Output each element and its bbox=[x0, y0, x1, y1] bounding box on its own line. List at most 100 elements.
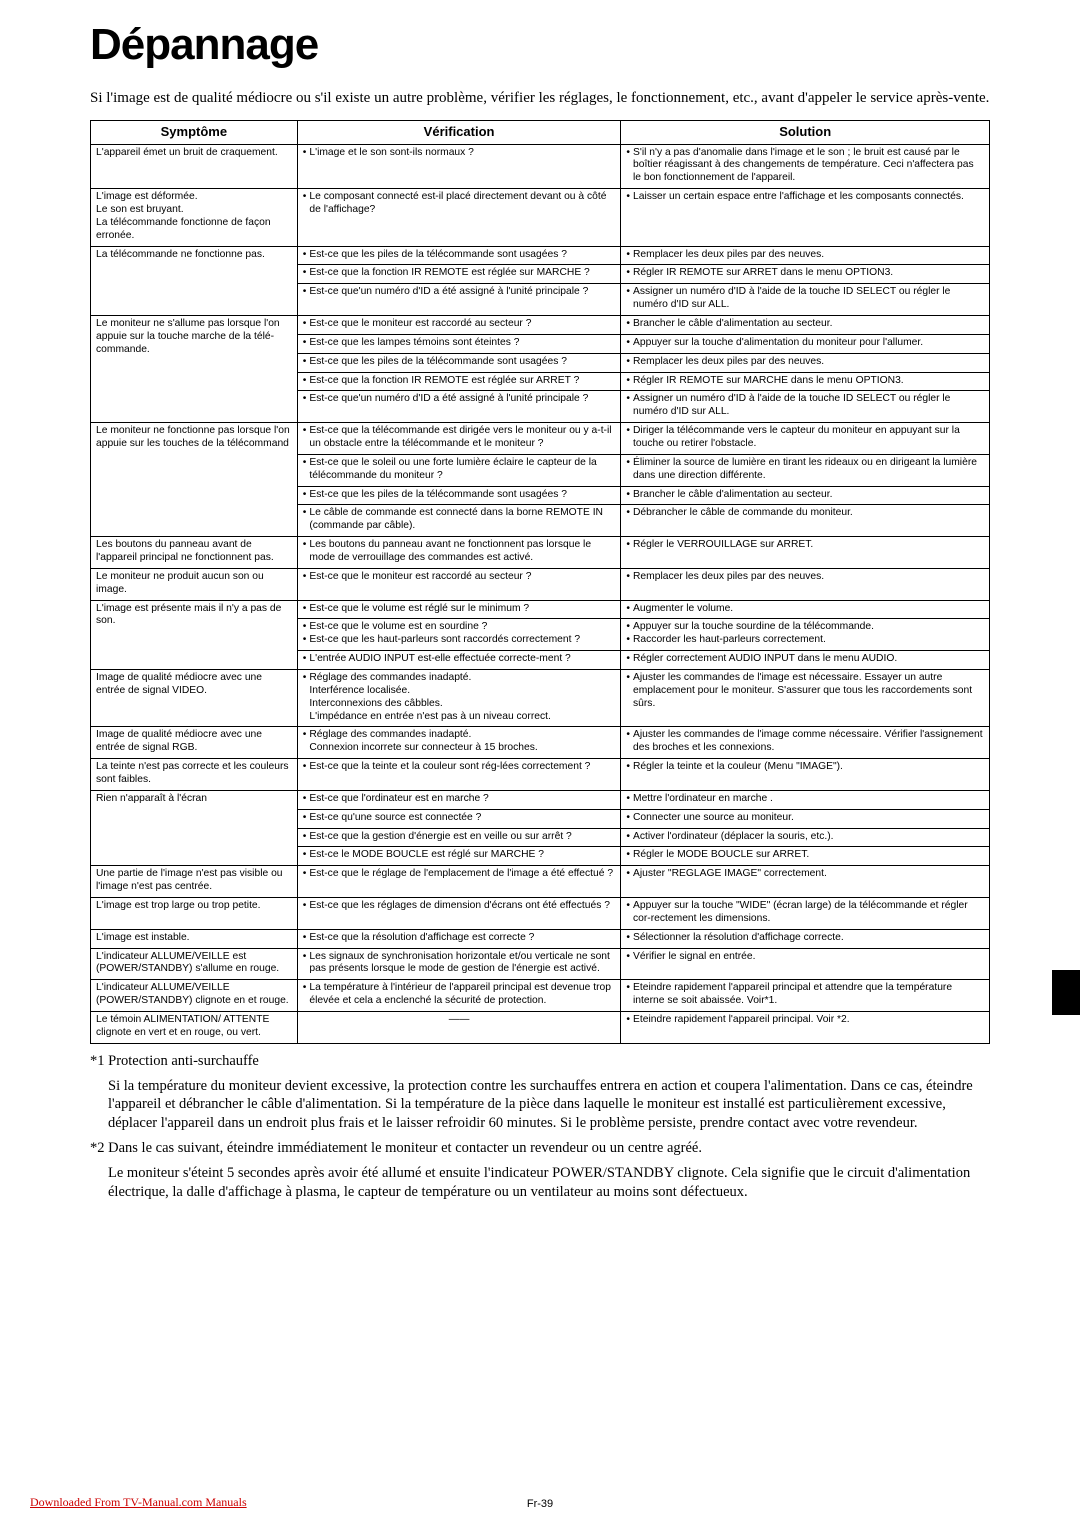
cell-verification: •Est-ce que la fonction IR REMOTE est ré… bbox=[297, 372, 621, 391]
footnote-body: Si la température du moniteur devient ex… bbox=[90, 1077, 990, 1134]
cell-solution: •Assigner un numéro d'ID à l'aide de la … bbox=[621, 391, 990, 423]
cell-symptom: L'image est présente mais il n'y a pas d… bbox=[91, 600, 298, 669]
table-row: La télécommande ne fonctionne pas.•Est-c… bbox=[91, 246, 990, 265]
cell-solution: •Vérifier le signal en entrée. bbox=[621, 948, 990, 980]
cell-solution: •Régler IR REMOTE sur MARCHE dans le men… bbox=[621, 372, 990, 391]
cell-solution: •Diriger la télécommande vers le capteur… bbox=[621, 423, 990, 455]
cell-symptom: Les boutons du panneau avant de l'appare… bbox=[91, 537, 298, 569]
cell-verification: —— bbox=[297, 1012, 621, 1044]
cell-verification: •Est-ce que les lampes témoins sont étei… bbox=[297, 334, 621, 353]
cell-verification: •Est-ce que les piles de la télécommande… bbox=[297, 486, 621, 505]
table-row: Image de qualité médiocre avec une entré… bbox=[91, 670, 990, 727]
footnote-head: *1 Protection anti-surchauffe bbox=[90, 1052, 990, 1071]
footnote-head: *2 Dans le cas suivant, éteindre immédia… bbox=[90, 1139, 990, 1158]
cell-solution: •Remplacer les deux piles par des neuves… bbox=[621, 246, 990, 265]
cell-verification: •Est-ce que le volume est en sourdine ?•… bbox=[297, 619, 621, 651]
cell-solution: •Activer l'ordinateur (déplacer la souri… bbox=[621, 828, 990, 847]
cell-solution: •Débrancher le câble de commande du moni… bbox=[621, 505, 990, 537]
table-row: L'image est instable.•Est-ce que la réso… bbox=[91, 929, 990, 948]
table-row: Le témoin ALIMENTATION/ ATTENTE clignote… bbox=[91, 1012, 990, 1044]
cell-verification: •Est-ce que le moniteur est raccordé au … bbox=[297, 568, 621, 600]
cell-solution: •Eteindre rapidement l'appareil principa… bbox=[621, 980, 990, 1012]
cell-solution: •Eteindre rapidement l'appareil principa… bbox=[621, 1012, 990, 1044]
footnote-body: Le moniteur s'éteint 5 secondes après av… bbox=[90, 1164, 990, 1202]
cell-solution: •Appuyer sur la touche d'alimentation du… bbox=[621, 334, 990, 353]
cell-verification: •Est-ce que la résolution d'affichage es… bbox=[297, 929, 621, 948]
table-row: L'indicateur ALLUME/VEILLE (POWER/STANDB… bbox=[91, 980, 990, 1012]
cell-symptom: Une partie de l'image n'est pas visible … bbox=[91, 866, 298, 898]
cell-symptom: L'image est instable. bbox=[91, 929, 298, 948]
cell-symptom: L'image est trop large ou trop petite. bbox=[91, 898, 298, 930]
cell-verification: •Est-ce que'un numéro d'ID a été assigné… bbox=[297, 284, 621, 316]
cell-verification: •Réglage des commandes inadapté.Connexio… bbox=[297, 727, 621, 759]
cell-solution: •Ajuster les commandes de l'image est né… bbox=[621, 670, 990, 727]
cell-verification: •L'image et le son sont-ils normaux ? bbox=[297, 144, 621, 189]
cell-symptom: L'indicateur ALLUME/VEILLE (POWER/STANDB… bbox=[91, 980, 298, 1012]
cell-verification: •Est-ce que la gestion d'énergie est en … bbox=[297, 828, 621, 847]
cell-solution: •Régler IR REMOTE sur ARRET dans le menu… bbox=[621, 265, 990, 284]
table-row: La teinte n'est pas correcte et les coul… bbox=[91, 759, 990, 791]
header-verification: Vérification bbox=[297, 121, 621, 144]
cell-verification: •Est-ce que le volume est réglé sur le m… bbox=[297, 600, 621, 619]
cell-solution: •Brancher le câble d'alimentation au sec… bbox=[621, 315, 990, 334]
cell-symptom: Le moniteur ne s'allume pas lorsque l'on… bbox=[91, 315, 298, 422]
cell-symptom: La teinte n'est pas correcte et les coul… bbox=[91, 759, 298, 791]
table-row: L'indicateur ALLUME/VEILLE est (POWER/ST… bbox=[91, 948, 990, 980]
table-row: Une partie de l'image n'est pas visible … bbox=[91, 866, 990, 898]
page-title: Dépannage bbox=[90, 20, 990, 70]
table-row: L'image est trop large ou trop petite.•E… bbox=[91, 898, 990, 930]
cell-verification: •Est-ce que les piles de la télécommande… bbox=[297, 353, 621, 372]
cell-symptom: Image de qualité médiocre avec une entré… bbox=[91, 727, 298, 759]
cell-verification: •Est-ce que le soleil ou une forte lumiè… bbox=[297, 454, 621, 486]
troubleshooting-table: Symptôme Vérification Solution L'apparei… bbox=[90, 120, 990, 1044]
cell-solution: •Assigner un numéro d'ID à l'aide de la … bbox=[621, 284, 990, 316]
side-tab bbox=[1052, 970, 1080, 1015]
cell-verification: •Le câble de commande est connecté dans … bbox=[297, 505, 621, 537]
cell-verification: •La température à l'intérieur de l'appar… bbox=[297, 980, 621, 1012]
cell-symptom: Le moniteur ne fonctionne pas lorsque l'… bbox=[91, 423, 298, 537]
cell-verification: •Est-ce que'un numéro d'ID a été assigné… bbox=[297, 391, 621, 423]
cell-symptom: L'appareil émet un bruit de craquement. bbox=[91, 144, 298, 189]
cell-solution: •Brancher le câble d'alimentation au sec… bbox=[621, 486, 990, 505]
cell-verification: •Est-ce que les piles de la télécommande… bbox=[297, 246, 621, 265]
cell-symptom: La télécommande ne fonctionne pas. bbox=[91, 246, 298, 315]
download-link[interactable]: Downloaded From TV-Manual.com Manuals bbox=[30, 1495, 247, 1510]
cell-verification: •Est-ce que les réglages de dimension d'… bbox=[297, 898, 621, 930]
page-number: Fr-39 bbox=[527, 1498, 553, 1510]
table-row: Image de qualité médiocre avec une entré… bbox=[91, 727, 990, 759]
table-row: L'appareil émet un bruit de craquement.•… bbox=[91, 144, 990, 189]
cell-verification: •Est-ce le MODE BOUCLE est réglé sur MAR… bbox=[297, 847, 621, 866]
cell-solution: •Appuyer sur la touche "WIDE" (écran lar… bbox=[621, 898, 990, 930]
cell-verification: •Est-ce que le réglage de l'emplacement … bbox=[297, 866, 621, 898]
table-row: L'image est déformée.Le son est bruyant.… bbox=[91, 189, 990, 246]
cell-symptom: L'image est déformée.Le son est bruyant.… bbox=[91, 189, 298, 246]
cell-verification: •Est-ce que la télécommande est dirigée … bbox=[297, 423, 621, 455]
cell-verification: •Est-ce qu'une source est connectée ? bbox=[297, 809, 621, 828]
cell-solution: •Appuyer sur la touche sourdine de la té… bbox=[621, 619, 990, 651]
cell-verification: •Est-ce que l'ordinateur est en marche ? bbox=[297, 790, 621, 809]
cell-solution: •Augmenter le volume. bbox=[621, 600, 990, 619]
cell-solution: •Connecter une source au moniteur. bbox=[621, 809, 990, 828]
cell-solution: •Sélectionner la résolution d'affichage … bbox=[621, 929, 990, 948]
cell-symptom: Le témoin ALIMENTATION/ ATTENTE clignote… bbox=[91, 1012, 298, 1044]
cell-verification: •Le composant connecté est-il placé dire… bbox=[297, 189, 621, 246]
cell-verification: •Est-ce que la teinte et la couleur sont… bbox=[297, 759, 621, 791]
footnotes: *1 Protection anti-surchauffe Si la tempé… bbox=[90, 1052, 990, 1202]
cell-solution: •Remplacer les deux piles par des neuves… bbox=[621, 353, 990, 372]
cell-solution: •Régler correctement AUDIO INPUT dans le… bbox=[621, 651, 990, 670]
header-symptom: Symptôme bbox=[91, 121, 298, 144]
cell-solution: •Éliminer la source de lumière en tirant… bbox=[621, 454, 990, 486]
cell-solution: •Régler le MODE BOUCLE sur ARRET. bbox=[621, 847, 990, 866]
cell-solution: •Laisser un certain espace entre l'affic… bbox=[621, 189, 990, 246]
cell-solution: •Remplacer les deux piles par des neuves… bbox=[621, 568, 990, 600]
cell-symptom: Rien n'apparaît à l'écran bbox=[91, 790, 298, 865]
cell-verification: •Est-ce que le moniteur est raccordé au … bbox=[297, 315, 621, 334]
cell-verification: •Les signaux de synchronisation horizont… bbox=[297, 948, 621, 980]
table-row: Le moniteur ne fonctionne pas lorsque l'… bbox=[91, 423, 990, 455]
cell-solution: •Ajuster les commandes de l'image comme … bbox=[621, 727, 990, 759]
cell-verification: •Est-ce que la fonction IR REMOTE est ré… bbox=[297, 265, 621, 284]
table-row: L'image est présente mais il n'y a pas d… bbox=[91, 600, 990, 619]
cell-symptom: Le moniteur ne produit aucun son ou imag… bbox=[91, 568, 298, 600]
cell-solution: •Ajuster "REGLAGE IMAGE" correctement. bbox=[621, 866, 990, 898]
header-solution: Solution bbox=[621, 121, 990, 144]
